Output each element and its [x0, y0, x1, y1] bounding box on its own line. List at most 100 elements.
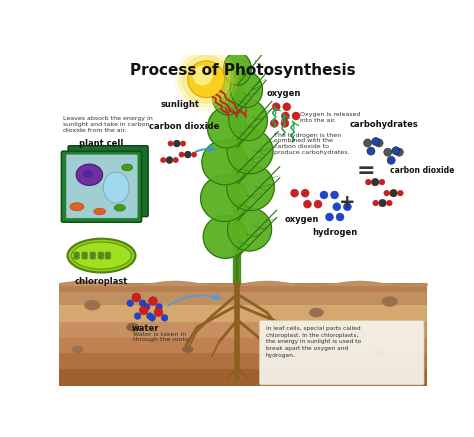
Ellipse shape — [90, 256, 96, 260]
Text: The hydrogen is then
combined with the
carbon dioxide to
produce carbohydrates.: The hydrogen is then combined with the c… — [274, 132, 350, 155]
Text: +: + — [339, 193, 356, 212]
Ellipse shape — [82, 256, 88, 260]
Circle shape — [314, 200, 322, 208]
Polygon shape — [229, 99, 267, 141]
Circle shape — [326, 213, 333, 221]
Bar — [59, 292, 427, 305]
Circle shape — [175, 48, 237, 111]
Ellipse shape — [114, 205, 125, 211]
Circle shape — [181, 141, 186, 146]
Ellipse shape — [126, 323, 139, 332]
FancyBboxPatch shape — [68, 146, 148, 217]
Text: carbon dioxide: carbon dioxide — [390, 166, 454, 175]
Text: Oxygen is released
into the air.: Oxygen is released into the air. — [300, 112, 360, 123]
Polygon shape — [203, 215, 247, 258]
Circle shape — [179, 152, 184, 157]
Circle shape — [344, 203, 351, 211]
Polygon shape — [228, 208, 272, 251]
Circle shape — [173, 140, 180, 147]
Circle shape — [149, 315, 155, 321]
FancyBboxPatch shape — [259, 321, 424, 385]
Polygon shape — [202, 140, 248, 185]
Text: VectorStock®: VectorStock® — [9, 418, 85, 428]
Circle shape — [372, 138, 380, 146]
Circle shape — [301, 189, 309, 197]
Text: VectorStock.com/30288419: VectorStock.com/30288419 — [359, 418, 465, 427]
Ellipse shape — [105, 256, 111, 260]
Circle shape — [320, 191, 328, 199]
Text: water: water — [132, 323, 159, 333]
Circle shape — [134, 313, 141, 319]
Text: oxygen: oxygen — [284, 215, 319, 224]
Ellipse shape — [90, 252, 96, 255]
Circle shape — [184, 151, 191, 158]
Circle shape — [148, 297, 157, 305]
Bar — [59, 305, 427, 322]
Circle shape — [272, 103, 280, 111]
Circle shape — [161, 157, 166, 163]
Circle shape — [384, 190, 390, 196]
Text: carbon dioxide: carbon dioxide — [149, 121, 219, 131]
Circle shape — [386, 200, 392, 206]
Circle shape — [292, 112, 300, 120]
Bar — [59, 322, 427, 338]
Text: =: = — [356, 161, 375, 181]
Ellipse shape — [84, 300, 100, 310]
Ellipse shape — [94, 208, 106, 215]
Circle shape — [367, 147, 375, 155]
Ellipse shape — [83, 170, 93, 178]
Circle shape — [330, 191, 338, 199]
Ellipse shape — [273, 356, 286, 364]
Circle shape — [373, 200, 379, 206]
Bar — [59, 283, 427, 292]
Ellipse shape — [373, 349, 385, 357]
Ellipse shape — [73, 254, 80, 257]
Circle shape — [379, 179, 385, 185]
FancyBboxPatch shape — [66, 155, 137, 218]
Circle shape — [173, 157, 178, 163]
Ellipse shape — [382, 296, 398, 307]
Circle shape — [379, 199, 386, 207]
Ellipse shape — [98, 252, 104, 255]
Polygon shape — [227, 129, 273, 174]
Ellipse shape — [73, 252, 80, 255]
Circle shape — [384, 148, 392, 156]
Ellipse shape — [72, 346, 83, 353]
Circle shape — [291, 189, 299, 197]
Ellipse shape — [98, 254, 104, 257]
Circle shape — [132, 293, 141, 302]
Circle shape — [127, 300, 134, 306]
Text: Leaves absorb the energy in
sunlight and take in carbon
dioxide from the air.: Leaves absorb the energy in sunlight and… — [63, 116, 153, 132]
Bar — [59, 369, 427, 386]
Circle shape — [372, 178, 379, 186]
Ellipse shape — [354, 330, 367, 339]
Ellipse shape — [90, 254, 96, 257]
Ellipse shape — [72, 242, 131, 269]
Circle shape — [282, 112, 289, 120]
Ellipse shape — [105, 254, 111, 257]
Circle shape — [395, 148, 403, 156]
Text: Water is taken in
through the roots.: Water is taken in through the roots. — [133, 332, 190, 343]
Circle shape — [336, 213, 344, 221]
Polygon shape — [224, 52, 251, 85]
Ellipse shape — [122, 164, 133, 171]
Circle shape — [193, 66, 212, 85]
Circle shape — [392, 147, 400, 155]
Ellipse shape — [67, 239, 136, 273]
Ellipse shape — [82, 254, 88, 257]
Circle shape — [364, 139, 372, 147]
Ellipse shape — [105, 252, 111, 255]
Circle shape — [154, 308, 163, 316]
Circle shape — [283, 103, 291, 111]
Circle shape — [191, 152, 197, 157]
Ellipse shape — [309, 308, 324, 317]
Polygon shape — [227, 164, 274, 211]
Circle shape — [179, 52, 234, 107]
Ellipse shape — [76, 164, 102, 185]
Circle shape — [156, 304, 163, 310]
Circle shape — [182, 55, 230, 103]
Ellipse shape — [98, 256, 104, 260]
Bar — [59, 353, 427, 369]
Ellipse shape — [103, 172, 129, 203]
Circle shape — [387, 156, 395, 164]
